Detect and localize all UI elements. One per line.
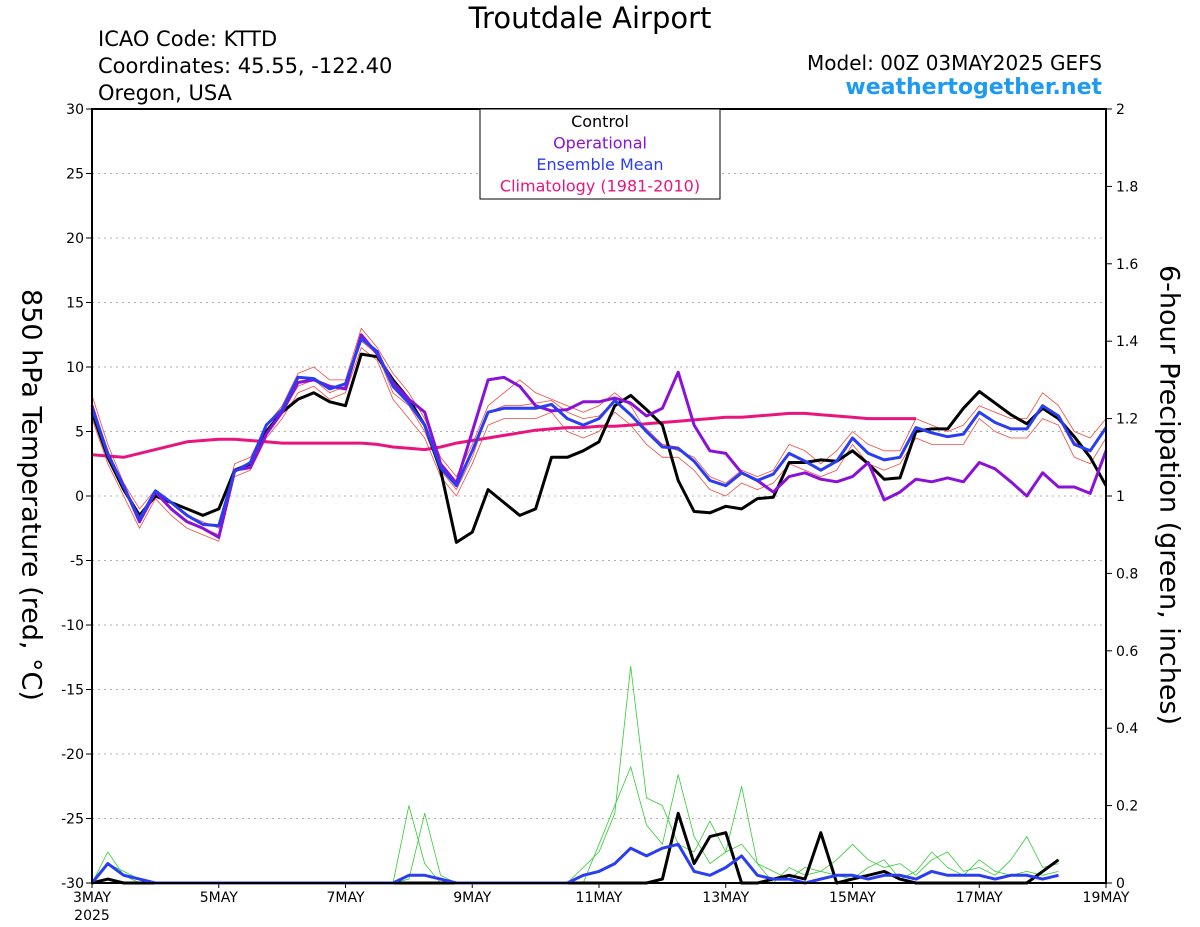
y2-tick-label: 0.4 [1116, 721, 1138, 737]
y-tick-label: -25 [61, 812, 84, 828]
site-link[interactable]: weathertogether.net [845, 75, 1102, 100]
legend-box [479, 108, 721, 200]
x-tick-label: 11MAY [576, 890, 623, 906]
x-tick-label: 19MAY [1083, 890, 1130, 906]
y-tick-label: -10 [61, 618, 84, 634]
chart-title: Troutdale Airport [468, 1, 712, 35]
plot-frame [91, 108, 1107, 884]
y2-tick-label: 1.2 [1116, 412, 1138, 428]
icao-code: ICAO Code: KTTD [98, 27, 278, 51]
y-tick-label: -30 [61, 876, 84, 892]
series-line-ensemble-mean [90, 337, 1108, 528]
y-tick-label: 0 [75, 489, 84, 505]
x-tick-label: 3MAY [73, 890, 111, 906]
y2-tick-label: 1 [1116, 489, 1125, 505]
y-tick-label: -20 [61, 747, 84, 763]
member-temp-line [91, 327, 1107, 529]
y-tick-label: 25 [66, 167, 84, 183]
model-run: Model: 00Z 03MAY2025 GEFS [807, 51, 1102, 75]
location: Oregon, USA [98, 81, 232, 105]
legend-entry: Ensemble Mean [536, 155, 663, 174]
y-tick-label: -5 [70, 554, 84, 570]
series-line-control [90, 352, 1108, 544]
x-tick-label: 9MAY [453, 890, 491, 906]
series-line-operational [90, 333, 1108, 539]
coordinates: Coordinates: 45.55, -122.40 [98, 54, 393, 78]
series-line-climatology-1981-2010- [91, 411, 916, 459]
y2-tick-label: 1.8 [1116, 179, 1138, 195]
legend-entry: Operational [553, 134, 647, 153]
y-tick-label: 30 [66, 102, 84, 118]
x-tick-label: 15MAY [829, 890, 876, 906]
y2-tick-label: 0 [1116, 876, 1125, 892]
y-tick-label: 10 [66, 360, 84, 376]
x-tick-label: 7MAY [326, 890, 364, 906]
legend-entry: Climatology (1981-2010) [500, 177, 700, 196]
y-tick-label: 20 [66, 231, 84, 247]
x-tick-label: 13MAY [702, 890, 749, 906]
y2-tick-label: 1.6 [1116, 257, 1138, 273]
x-tick-label: 5MAY [200, 890, 238, 906]
member-precip-line [91, 766, 1059, 884]
legend-entry: Control [571, 112, 629, 131]
y2-tick-label: 2 [1116, 102, 1125, 118]
series-line-control-precip [91, 811, 1060, 885]
y-tick-label: 15 [66, 296, 84, 312]
x-tick-sublabel: 2025 [74, 908, 110, 924]
y-tick-label: -15 [61, 683, 84, 699]
y2-tick-label: 0.6 [1116, 644, 1138, 660]
y-axis-label-precipitation: 6-hour Precipation (green, inches) [1153, 264, 1185, 726]
y2-tick-label: 0.8 [1116, 566, 1138, 582]
x-tick-label: 17MAY [956, 890, 1003, 906]
series-line-ensemble-mean-precip [90, 842, 1059, 885]
member-temp-line [91, 340, 1107, 536]
member-precip-line [91, 665, 1059, 884]
member-temp-line [91, 347, 1107, 542]
y2-tick-label: 0.2 [1116, 799, 1138, 815]
y-tick-label: 5 [75, 425, 84, 441]
y-axis-label-temperature: 850 hPa Temperature (red, °C) [15, 289, 47, 701]
y2-tick-label: 1.4 [1116, 334, 1138, 350]
